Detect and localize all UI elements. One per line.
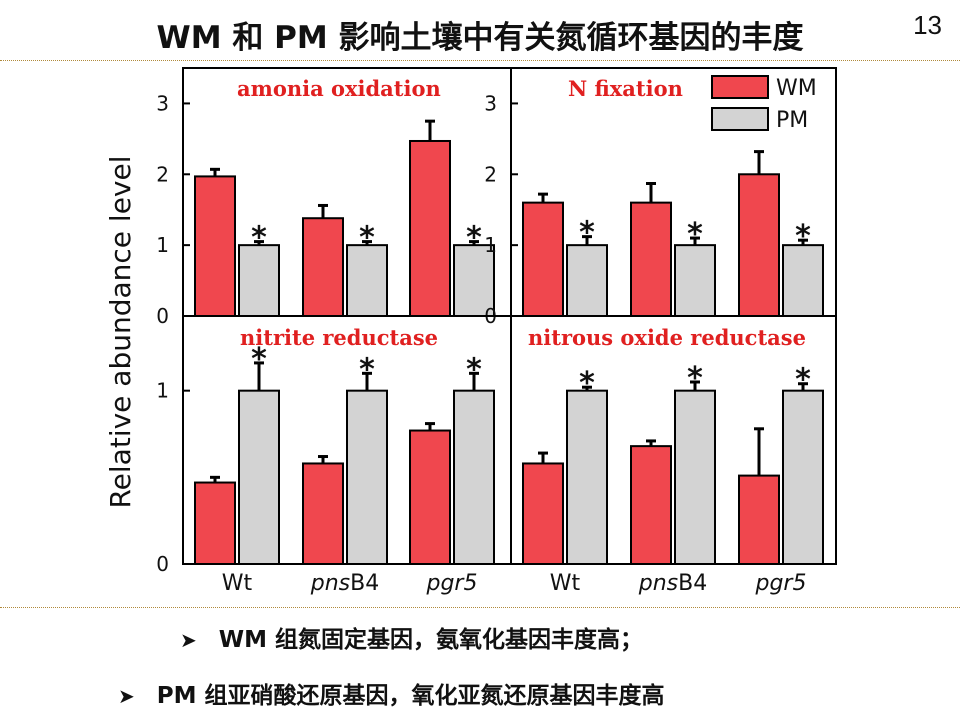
bullet-text: WM 组氮固定基因，氨氧化基因丰度高；	[218, 627, 644, 653]
bar-pm	[346, 389, 388, 565]
bar-wm	[409, 429, 451, 565]
significance-star: *	[579, 366, 595, 401]
arrow-bullet-icon: ➤	[180, 628, 197, 652]
bar-wm	[630, 201, 672, 317]
bar-pm	[782, 244, 824, 317]
legend-swatch	[711, 75, 769, 99]
x-category-label: pgr5	[755, 571, 807, 596]
legend-label: PM	[776, 108, 808, 133]
significance-star: *	[687, 361, 703, 396]
bullet-item: ➤ WM 组氮固定基因，氨氧化基因丰度高；	[180, 620, 643, 654]
significance-star: *	[251, 342, 267, 377]
significance-star: *	[359, 221, 375, 256]
bar-pm	[238, 244, 280, 317]
bar-pm	[566, 244, 608, 317]
bar-wm	[302, 217, 344, 318]
bar-wm	[522, 201, 564, 317]
category-label-normal: B4	[350, 571, 379, 596]
category-label-italic: pns	[638, 571, 678, 596]
bar-pm	[674, 244, 716, 317]
page-title: WM 和 PM 影响土壤中有关氮循环基因的丰度	[156, 20, 804, 56]
significance-star: *	[795, 219, 811, 254]
bar-wm	[194, 481, 236, 565]
y-tick-label: 1	[484, 233, 497, 257]
x-category-label: Wt	[222, 571, 253, 596]
summary-divider	[0, 607, 960, 608]
x-category-label: Wt	[550, 571, 581, 596]
bar-pm	[346, 244, 388, 317]
y-tick-label: 3	[156, 91, 169, 115]
category-label-italic: pns	[310, 571, 350, 596]
bar-wm	[738, 474, 780, 566]
y-axis-label: Relative abundance level	[104, 155, 137, 508]
y-tick-label: 2	[484, 162, 497, 186]
significance-star: *	[795, 363, 811, 398]
y-tick-label: 2	[156, 162, 169, 186]
bar-pm	[453, 244, 495, 317]
y-tick-label: 3	[484, 91, 497, 115]
x-category-label: pnsB4	[310, 571, 379, 596]
significance-star: *	[579, 216, 595, 251]
significance-star: *	[687, 217, 703, 252]
panel-title: nitrite reductase	[240, 325, 438, 350]
bar-pm	[674, 389, 716, 565]
bar-chart: 0 1 2 3 * * * amonia oxidation 0 1 2 3 * * * N fixation…	[104, 67, 837, 596]
significance-star: *	[466, 221, 482, 256]
significance-star: *	[251, 221, 267, 256]
panel-frame	[510, 315, 837, 565]
y-tick-label: 1	[156, 379, 169, 403]
y-tick-label: 0	[156, 552, 169, 576]
title-divider	[0, 60, 960, 61]
y-tick-label: 0	[156, 304, 169, 328]
panel-title: amonia oxidation	[237, 76, 441, 101]
panel-title: nitrous oxide reductase	[528, 325, 806, 350]
bar-wm	[630, 445, 672, 565]
category-label-italic: pgr5	[426, 571, 478, 596]
significance-star: *	[466, 352, 482, 387]
panel-title: N fixation	[568, 76, 683, 101]
x-category-label: pnsB4	[638, 571, 707, 596]
bar-pm	[566, 389, 608, 565]
bar-pm	[238, 389, 280, 565]
bar-wm	[194, 175, 236, 317]
arrow-bullet-icon: ➤	[118, 684, 135, 708]
chart-panel: 0 1 2 3 * * * amonia oxidation	[156, 67, 512, 328]
category-label-normal: B4	[678, 571, 707, 596]
bar-wm	[302, 462, 344, 566]
bullet-item: ➤ PM 组亚硝酸还原基因，氧化亚氮还原基因丰度高	[118, 676, 665, 710]
y-tick-label: 1	[156, 233, 169, 257]
chart-panel: 01* * *nitrite reductase	[156, 315, 512, 576]
page-number: 13	[913, 10, 942, 40]
bar-pm	[453, 389, 495, 565]
x-category-label: pgr5	[426, 571, 478, 596]
category-label-italic: pgr5	[755, 571, 807, 596]
bar-wm	[522, 462, 564, 566]
bar-wm	[738, 173, 780, 317]
category-label-normal: Wt	[550, 571, 581, 596]
chart-panel: * * * nitrous oxide reductase	[510, 315, 837, 566]
bar-pm	[782, 389, 824, 565]
significance-star: *	[359, 352, 375, 387]
legend: WM PM	[711, 75, 817, 133]
bullet-text: PM 组亚硝酸还原基因，氧化亚氮还原基因丰度高	[156, 683, 665, 709]
category-label-normal: Wt	[222, 571, 253, 596]
bar-wm	[409, 139, 451, 317]
legend-label: WM	[776, 76, 817, 101]
legend-swatch	[711, 107, 769, 131]
